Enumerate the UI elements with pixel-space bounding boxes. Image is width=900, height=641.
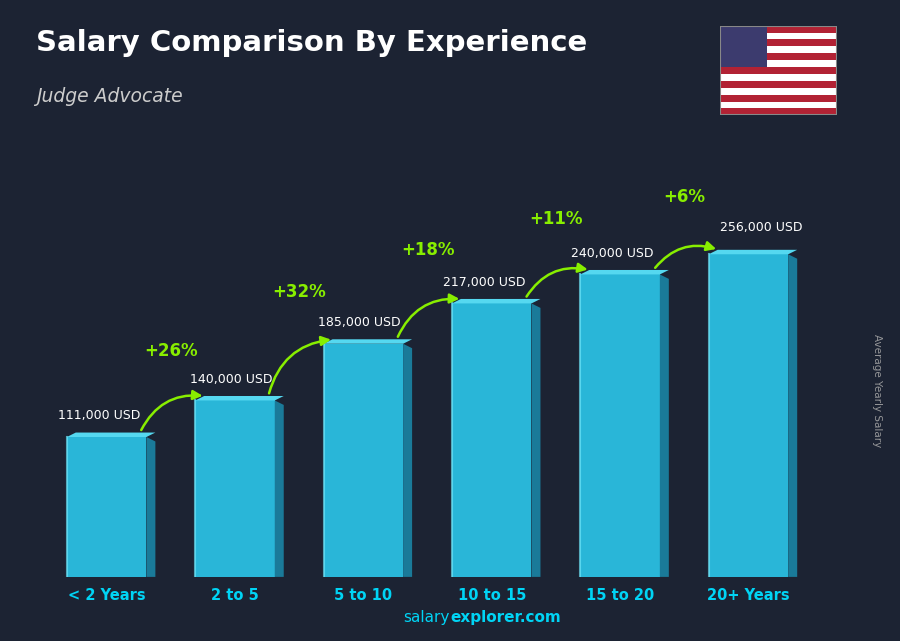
FancyBboxPatch shape [195, 401, 274, 577]
Bar [720, 26, 767, 67]
Polygon shape [67, 433, 156, 437]
Text: Salary Comparison By Experience: Salary Comparison By Experience [36, 29, 587, 57]
FancyBboxPatch shape [580, 274, 660, 577]
Text: 111,000 USD: 111,000 USD [58, 409, 140, 422]
Polygon shape [580, 270, 669, 274]
Text: +32%: +32% [273, 283, 326, 301]
Polygon shape [708, 250, 797, 254]
Bar [720, 95, 837, 101]
Text: 217,000 USD: 217,000 USD [443, 276, 526, 288]
Bar [720, 33, 837, 40]
Polygon shape [403, 344, 412, 577]
Bar [720, 60, 837, 67]
Bar [720, 26, 837, 33]
Text: Judge Advocate: Judge Advocate [36, 87, 183, 106]
Text: Average Yearly Salary: Average Yearly Salary [872, 335, 883, 447]
FancyBboxPatch shape [67, 437, 147, 577]
Bar [720, 108, 837, 115]
FancyBboxPatch shape [708, 254, 788, 577]
Text: 185,000 USD: 185,000 USD [319, 316, 401, 329]
FancyBboxPatch shape [323, 344, 403, 577]
Text: +26%: +26% [144, 342, 198, 360]
Bar [720, 67, 837, 74]
Text: 140,000 USD: 140,000 USD [190, 372, 273, 386]
Polygon shape [660, 274, 669, 577]
Text: +11%: +11% [529, 210, 582, 228]
Polygon shape [195, 396, 284, 401]
Bar [720, 101, 837, 108]
Bar [720, 81, 837, 88]
Bar [720, 74, 837, 81]
Polygon shape [323, 339, 412, 344]
Bar [720, 46, 837, 53]
Polygon shape [147, 437, 156, 577]
Polygon shape [452, 299, 541, 303]
Text: salary: salary [403, 610, 450, 625]
Text: 240,000 USD: 240,000 USD [572, 247, 653, 260]
FancyBboxPatch shape [452, 303, 532, 577]
Text: +18%: +18% [400, 241, 454, 259]
Text: 256,000 USD: 256,000 USD [720, 221, 803, 234]
Bar [720, 88, 837, 95]
Bar [720, 40, 837, 46]
Polygon shape [274, 401, 284, 577]
Text: explorer.com: explorer.com [450, 610, 561, 625]
Polygon shape [532, 303, 541, 577]
Polygon shape [788, 254, 797, 577]
Text: +6%: +6% [663, 188, 706, 206]
Bar [720, 53, 837, 60]
